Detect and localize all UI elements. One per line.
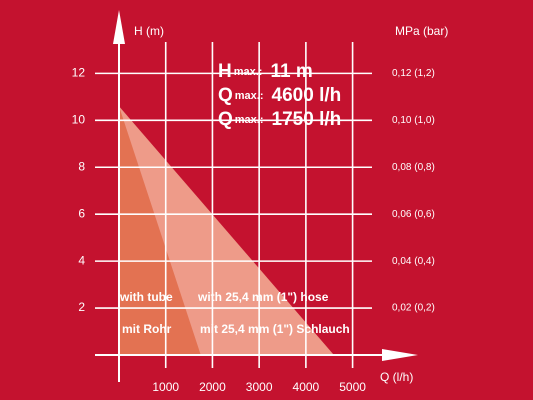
series-label-de: mit Rohr	[122, 322, 172, 336]
y2-tick-label: 0,12 (1,2)	[392, 68, 435, 79]
y-tick-label: 2	[78, 300, 85, 314]
x-tick-label: 2000	[199, 380, 226, 394]
y-axis-label: H (m)	[134, 24, 164, 38]
spec-symbol: H	[218, 61, 232, 82]
series-label: with 25,4 mm (1") hose	[197, 290, 329, 304]
y2-tick-label: 0,06 (0,6)	[392, 209, 435, 220]
y-tick-label: 8	[78, 159, 85, 173]
spec-symbol: Q	[218, 109, 233, 130]
x-tick-label: 4000	[293, 380, 320, 394]
spec-value: 4600 l/h	[272, 85, 342, 106]
y2-axis-label: MPa (bar)	[395, 24, 448, 38]
y-tick-label: 6	[78, 206, 85, 220]
x-tick-label: 5000	[339, 380, 366, 394]
y-tick-label: 4	[78, 253, 85, 267]
y2-tick-label: 0,08 (0,8)	[392, 162, 435, 173]
y2-tick-label: 0,10 (1,0)	[392, 115, 435, 126]
x-tick-label: 3000	[246, 380, 273, 394]
y2-tick-label: 0,04 (0,4)	[392, 256, 435, 267]
spec-sub: max.:	[234, 66, 263, 78]
y-tick-label: 12	[72, 66, 86, 80]
x-tick-label: 1000	[152, 380, 179, 394]
x-axis-label: Q (l/h)	[380, 370, 413, 384]
series-label: with tube	[119, 290, 173, 304]
spec-symbol: Q	[218, 85, 233, 106]
spec-value: 11 m	[270, 61, 312, 82]
x-axis-arrow	[382, 349, 418, 361]
y-axis-arrow	[113, 10, 125, 44]
spec-value: 1750 l/h	[272, 109, 342, 130]
area	[119, 106, 201, 355]
y-tick-label: 10	[72, 112, 86, 126]
y2-tick-label: 0,02 (0,2)	[392, 303, 435, 314]
series-label-de: mit 25,4 mm (1") Schlauch	[200, 322, 350, 336]
spec-sub: max.:	[235, 90, 264, 102]
spec-sub: max.:	[235, 114, 264, 126]
